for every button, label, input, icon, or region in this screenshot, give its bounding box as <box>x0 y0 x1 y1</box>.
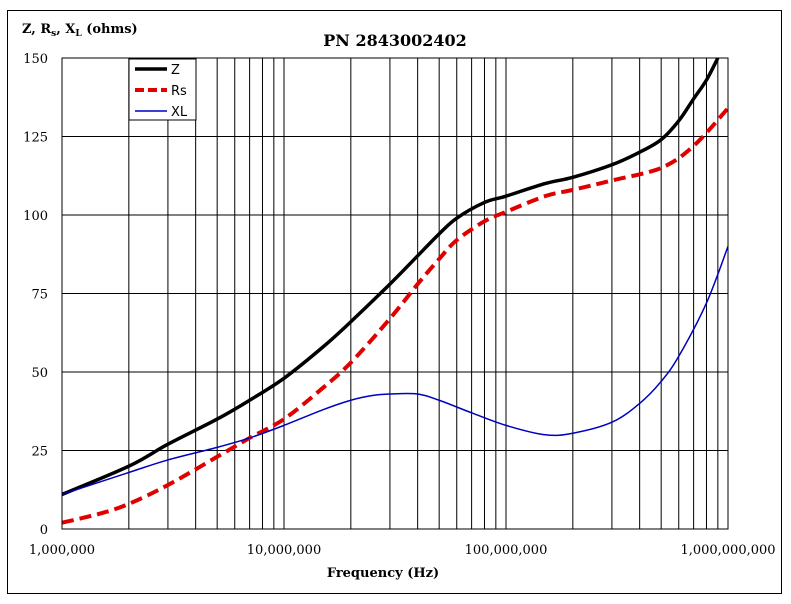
series-line-xl <box>61 246 729 496</box>
y-tick-label: 125 <box>23 131 48 146</box>
x-tick-label: 1,000,000,000 <box>680 543 775 558</box>
y-tick-label: 150 <box>23 52 48 67</box>
series-line-rs <box>61 106 730 525</box>
chart-title: PN 2843002402 <box>323 31 467 50</box>
y-axis-label: Z, Rs, XL (ohms) <box>22 22 138 39</box>
series-line-z <box>61 57 720 497</box>
legend-label-z: Z <box>171 63 180 78</box>
x-tick-label: 10,000,000 <box>247 543 321 558</box>
legend-label-xl: XL <box>171 105 188 120</box>
x-tick-label: 1,000,000 <box>29 543 95 558</box>
y-tick-label: 25 <box>31 445 48 460</box>
y-tick-label: 75 <box>31 288 48 303</box>
x-tick-label: 100,000,000 <box>465 543 548 558</box>
x-axis-label: Frequency (Hz) <box>327 566 439 581</box>
legend: Z Rs XL <box>128 58 197 121</box>
y-tick-label: 50 <box>31 366 48 381</box>
y-tick-label: 100 <box>23 209 48 224</box>
y-tick-label: 0 <box>40 523 48 538</box>
legend-label-rs: Rs <box>171 84 187 99</box>
plot-area-border <box>61 57 729 530</box>
